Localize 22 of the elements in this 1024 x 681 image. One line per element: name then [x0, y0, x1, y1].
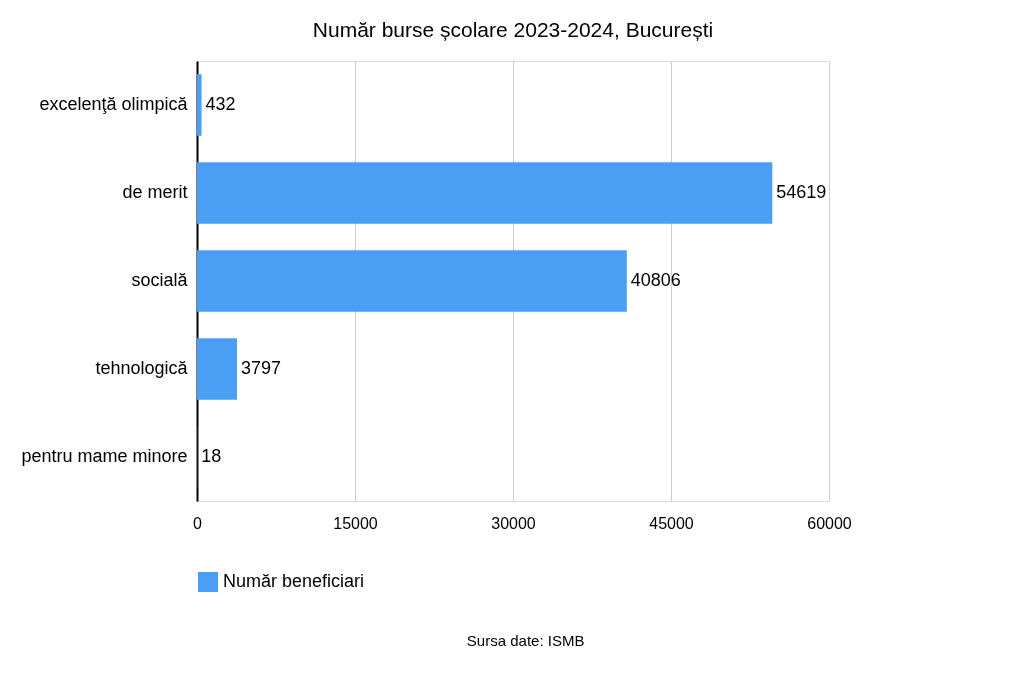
- legend-label: Număr beneficiari: [223, 571, 365, 591]
- y-tick-label: excelenţă olimpică: [39, 94, 189, 114]
- data-label: 432: [205, 94, 236, 114]
- data-label: 3797: [241, 358, 282, 378]
- y-tick-label: de merit: [122, 182, 188, 202]
- bar: [197, 250, 627, 312]
- x-tick-label: 60000: [807, 514, 852, 532]
- x-tick-label: 15000: [333, 514, 378, 532]
- bar: [197, 338, 237, 400]
- chart-title: Număr burse școlare 2023-2024, București: [312, 18, 714, 41]
- x-tick-label: 30000: [491, 514, 536, 532]
- data-label: 18: [201, 446, 222, 466]
- bar: [197, 74, 202, 136]
- x-tick-label: 45000: [649, 514, 694, 532]
- data-label: 54619: [776, 182, 827, 202]
- y-tick-label: pentru mame minore: [21, 446, 188, 466]
- y-tick-label: tehnologică: [95, 358, 189, 378]
- x-tick-label: 0: [193, 514, 203, 532]
- data-label: 40806: [630, 270, 681, 290]
- bar: [197, 162, 773, 224]
- text: Sursa date: ISMB: [466, 632, 585, 649]
- y-tick-label: socială: [131, 270, 189, 290]
